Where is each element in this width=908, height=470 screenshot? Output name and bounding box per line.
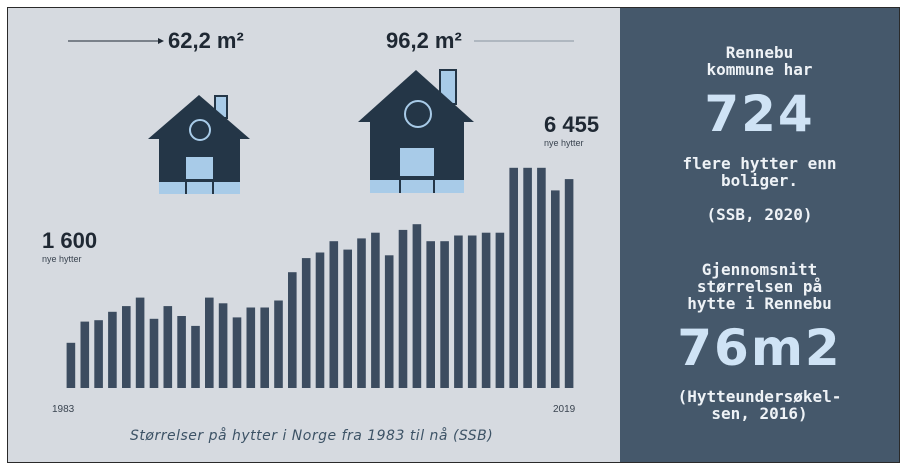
- bar-1990: [163, 306, 173, 388]
- large-house-icon: [358, 69, 474, 193]
- panel-source-2-line-1: (Hytteundersøkel-: [677, 387, 842, 406]
- average-size-value: 76m2: [677, 319, 842, 377]
- bar-2017: [537, 167, 546, 388]
- end-count-value: 6 455: [544, 112, 600, 137]
- bar-2011: [454, 235, 463, 388]
- chart-panel: 62,2 m² 96,2 m² 6 455 nye hytter 1 600 n…: [8, 8, 620, 462]
- bar-2005: [371, 232, 380, 388]
- cabin-chart: [66, 38, 574, 388]
- panel-line-7: hytte i Rennebu: [687, 294, 832, 313]
- chart-caption: Størrelser på hytter i Norge fra 1983 ti…: [130, 428, 494, 444]
- panel-line-2: kommune har: [706, 60, 813, 79]
- panel-line-1: Rennebu: [725, 43, 794, 62]
- bar-2004: [357, 238, 366, 388]
- cabin-surplus-value: 724: [704, 85, 815, 143]
- bar-2000: [301, 258, 311, 388]
- bar-1994: [218, 303, 228, 388]
- bar-2013: [481, 232, 491, 388]
- bar-2010: [440, 241, 449, 388]
- x-end-label: 2019: [553, 404, 576, 415]
- bar-1988: [135, 297, 145, 388]
- bar-2016: [523, 167, 532, 388]
- panel-line-5: Gjennomsnitt: [701, 260, 818, 279]
- infographic: 62,2 m² 96,2 m² 6 455 nye hytter 1 600 n…: [7, 7, 900, 463]
- bar-2001: [315, 252, 325, 388]
- bar-1997: [260, 307, 269, 388]
- arrow-head-left: [158, 38, 164, 44]
- bar-1999: [288, 272, 297, 388]
- small-house-size-label: 62,2 m²: [168, 28, 244, 53]
- bar-2019: [564, 179, 574, 388]
- bar-1991: [177, 316, 186, 388]
- x-start-label: 1983: [52, 404, 75, 415]
- panel-line-3: flere hytter enn: [682, 154, 837, 173]
- bar-series: [66, 167, 574, 388]
- small-house-icon: [148, 95, 250, 194]
- start-count-label: nye hytter: [42, 254, 82, 264]
- bar-2018: [551, 190, 560, 388]
- bar-2009: [426, 241, 435, 388]
- bar-1984: [80, 321, 90, 388]
- bar-2015: [509, 167, 518, 388]
- bar-1993: [205, 297, 214, 388]
- bar-1992: [191, 325, 200, 388]
- info-panel: Rennebu kommune har 724 flere hytter enn…: [620, 8, 899, 462]
- bar-2008: [412, 224, 422, 388]
- panel-line-6: størrelsen på: [696, 277, 823, 296]
- bar-1985: [94, 320, 103, 388]
- panel-source-2-line-2: sen, 2016): [711, 404, 808, 423]
- start-count-value: 1 600: [42, 228, 98, 253]
- bar-1998: [274, 300, 283, 388]
- bar-1983: [66, 342, 76, 388]
- bar-2002: [329, 241, 339, 388]
- end-count-label: nye hytter: [544, 138, 584, 148]
- bar-2012: [467, 235, 477, 388]
- bar-2006: [384, 255, 394, 388]
- panel-line-4: boliger.: [720, 171, 799, 190]
- bar-1996: [246, 307, 256, 388]
- bar-1995: [232, 317, 242, 388]
- bar-2003: [343, 249, 352, 388]
- bar-1987: [122, 306, 131, 388]
- panel-source-1: (SSB, 2020): [706, 205, 813, 224]
- bar-2007: [398, 229, 408, 388]
- bar-1986: [108, 311, 117, 388]
- large-house-size-label: 96,2 m²: [386, 28, 462, 53]
- bar-1989: [149, 318, 159, 388]
- bar-2014: [495, 232, 505, 388]
